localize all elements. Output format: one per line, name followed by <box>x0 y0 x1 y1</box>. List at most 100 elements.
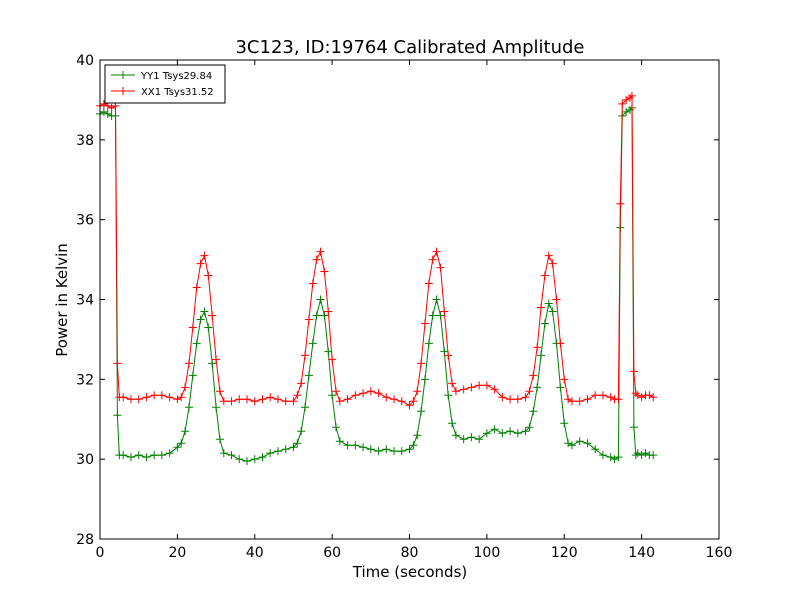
data-point <box>560 419 569 428</box>
data-point <box>448 379 457 388</box>
data-point <box>440 307 449 316</box>
x-tick-label: 100 <box>474 545 501 561</box>
data-point <box>250 455 259 464</box>
data-point <box>420 375 429 384</box>
series-1 <box>96 91 658 410</box>
y-tick-label: 32 <box>76 372 94 388</box>
data-point <box>428 255 437 264</box>
data-point <box>598 391 607 400</box>
data-point <box>467 383 476 392</box>
data-point <box>420 319 429 328</box>
data-point <box>301 351 310 360</box>
data-point <box>475 381 484 390</box>
data-point <box>157 391 166 400</box>
y-tick-label: 34 <box>76 293 94 309</box>
y-tick-label: 36 <box>76 213 94 229</box>
data-point <box>618 99 627 108</box>
data-point <box>409 441 418 450</box>
data-point <box>142 453 151 462</box>
data-point <box>575 437 584 446</box>
data-point <box>273 447 282 456</box>
data-point <box>459 385 468 394</box>
data-point <box>150 451 159 460</box>
data-point <box>157 451 166 460</box>
data-point <box>513 429 522 438</box>
data-point <box>506 427 515 436</box>
data-point <box>107 103 116 112</box>
data-point <box>119 451 128 460</box>
data-point <box>126 453 135 462</box>
data-point <box>560 375 569 384</box>
x-tick-label: 20 <box>168 545 186 561</box>
data-point <box>564 395 573 404</box>
x-axis-label: Time (seconds) <box>352 563 468 581</box>
data-point <box>451 387 460 396</box>
data-point <box>637 451 646 460</box>
y-tick-label: 30 <box>76 452 94 468</box>
data-point <box>235 455 244 464</box>
data-point <box>173 443 182 452</box>
data-point <box>335 437 344 446</box>
data-point <box>583 439 592 448</box>
data-point <box>208 311 217 320</box>
data-point <box>405 445 414 454</box>
data-point <box>451 431 460 440</box>
y-tick-label: 40 <box>76 53 94 69</box>
data-point <box>533 383 542 392</box>
series-0 <box>96 103 658 466</box>
data-point <box>266 449 275 458</box>
legend-label: XX1 Tsys31.52 <box>141 87 214 98</box>
data-point <box>374 389 383 398</box>
data-point <box>103 109 112 118</box>
data-point <box>320 311 329 320</box>
data-point <box>436 263 445 272</box>
data-point <box>173 395 182 404</box>
data-point <box>432 247 441 256</box>
data-point <box>258 395 267 404</box>
data-point <box>281 397 290 406</box>
data-point <box>204 271 213 280</box>
data-point <box>119 393 128 402</box>
data-point <box>324 347 333 356</box>
data-point <box>641 449 650 458</box>
data-point <box>142 393 151 402</box>
data-point <box>598 451 607 460</box>
data-point <box>631 389 640 398</box>
data-point <box>544 251 553 260</box>
data-point <box>637 393 646 402</box>
data-point <box>382 393 391 402</box>
data-point <box>556 383 565 392</box>
chart-title: 3C123, ID:19764 Calibrated Amplitude <box>235 37 584 58</box>
data-point <box>490 385 499 394</box>
data-point <box>293 439 302 448</box>
data-point <box>537 303 546 312</box>
data-point <box>459 435 468 444</box>
data-point <box>243 457 252 466</box>
data-point <box>413 431 422 440</box>
data-point <box>366 387 375 396</box>
data-point <box>529 407 538 416</box>
data-point <box>243 395 252 404</box>
data-point <box>606 393 615 402</box>
data-point <box>181 383 190 392</box>
data-point <box>424 279 433 288</box>
data-point <box>525 423 534 432</box>
data-point <box>540 319 549 328</box>
data-point <box>208 359 217 368</box>
data-point <box>498 393 507 402</box>
data-point <box>417 359 426 368</box>
data-point <box>390 447 399 456</box>
data-point <box>564 439 573 448</box>
data-point <box>297 379 306 388</box>
data-point <box>390 395 399 404</box>
data-point <box>266 393 275 402</box>
data-point <box>99 99 108 108</box>
x-tick-label: 140 <box>628 545 655 561</box>
data-point <box>614 453 623 462</box>
y-tick-label: 28 <box>76 532 94 548</box>
data-point <box>359 389 368 398</box>
data-point <box>521 393 530 402</box>
data-point <box>544 299 553 308</box>
data-point <box>382 445 391 454</box>
data-point <box>177 439 186 448</box>
